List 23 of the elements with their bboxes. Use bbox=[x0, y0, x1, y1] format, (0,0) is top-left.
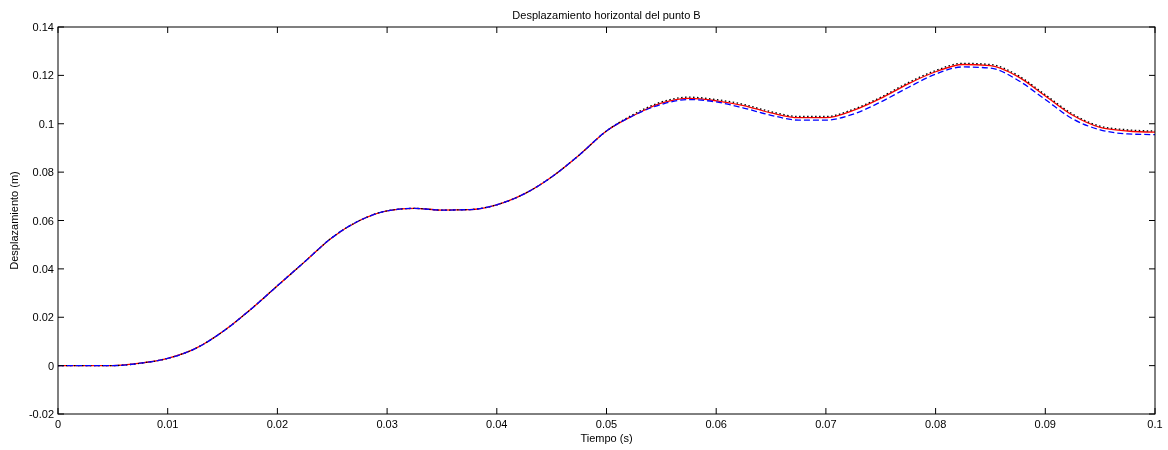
x-tick-label: 0 bbox=[54, 418, 62, 430]
y-tick-label: 0.04 bbox=[32, 262, 54, 275]
x-tick-label: 0.08 bbox=[924, 418, 947, 430]
x-tick-label: 0.03 bbox=[376, 418, 398, 430]
y-tick-label: 0 bbox=[47, 359, 54, 372]
y-tick-label: 0.12 bbox=[32, 69, 54, 82]
x-tick-label: 0.07 bbox=[815, 418, 837, 430]
y-tick-label: 0.08 bbox=[32, 166, 54, 179]
x-tick-label: 0.02 bbox=[266, 418, 289, 430]
chart-title: Desplazamiento horizontal del punto B bbox=[512, 9, 701, 21]
y-tick-label: -0.02 bbox=[28, 408, 54, 420]
x-axis-title: Tiempo (s) bbox=[580, 432, 633, 444]
y-tick-label: 0.1 bbox=[38, 117, 54, 130]
x-tick-label: 0.05 bbox=[595, 418, 618, 430]
x-tick-label: 0.04 bbox=[486, 418, 508, 430]
y-axis-title: Desplazamiento (m) bbox=[8, 171, 20, 270]
x-tick-label: 0.09 bbox=[1034, 418, 1057, 430]
y-tick-label: 0.14 bbox=[32, 21, 54, 33]
y-tick-label: 0.06 bbox=[32, 214, 54, 227]
x-tick-label: 0.01 bbox=[156, 418, 179, 430]
x-tick-label: 0.1 bbox=[1147, 418, 1163, 430]
x-tick-label: 0.06 bbox=[705, 418, 727, 430]
y-tick-label: 0.02 bbox=[32, 311, 54, 324]
